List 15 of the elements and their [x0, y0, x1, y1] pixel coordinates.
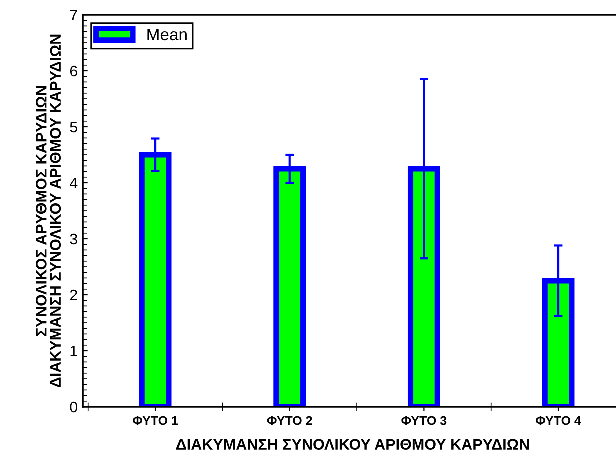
- y-tick-label: 2: [70, 290, 78, 301]
- y-tick-label: 5: [70, 122, 78, 133]
- y-tick-label: 3: [70, 234, 78, 245]
- x-tick-label: ΦΥΤΟ 1: [133, 416, 178, 426]
- x-tick-label: ΦΥΤΟ 2: [267, 416, 312, 426]
- y-tick-label: 1: [70, 346, 78, 357]
- x-axis-title: ΔΙΑΚΥΜΑΝΣΗ ΣΥΝΟΛΙΚΟΥ ΑΡΙΘΜΟΥ ΚΑΡΥΔΙΩΝ: [176, 439, 530, 450]
- x-tick-label: ΦΥΤΟ 4: [536, 416, 582, 426]
- y-tick-label: 7: [70, 10, 78, 21]
- y-axis-title: ΣΥΝΟΛΙΚΟΣ ΑΡΥΘΜΟΣ ΚΑΡΥΔΙΩΝ ΔΙΑΚΥΜΑΝΣΗ ΣΥΝΟΛΙΚΟΥ ΑΡΙΘΜΟΥ ΚΑΡΥΔΙΩΝ: [36, 34, 62, 388]
- x-tick-label: ΦΥΤΟ 3: [402, 416, 447, 426]
- y-tick-label: 0: [70, 402, 78, 413]
- legend-label: Mean: [148, 28, 187, 41]
- y-tick-label: 6: [70, 66, 78, 77]
- y-tick-label: 4: [70, 178, 78, 189]
